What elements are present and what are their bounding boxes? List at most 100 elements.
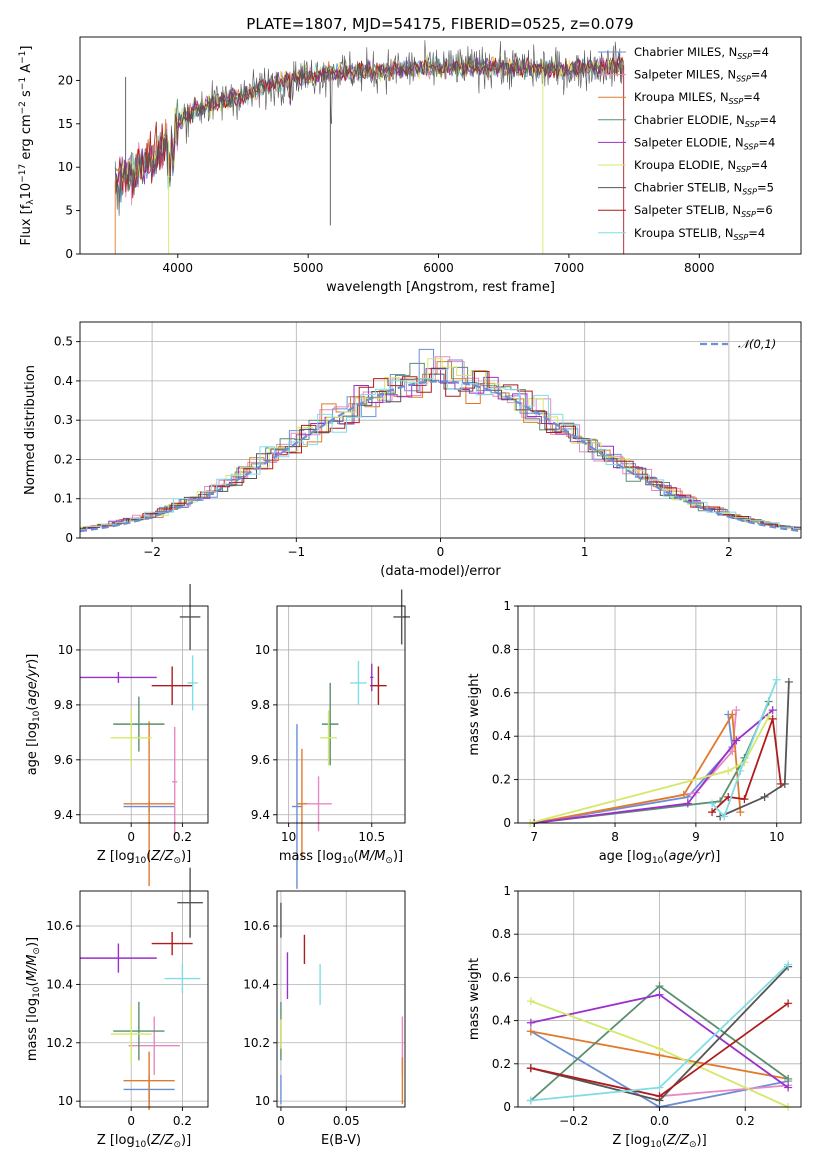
data-point-errorbar bbox=[110, 1004, 152, 1064]
mass-vs-Z-grid bbox=[80, 891, 208, 1107]
residuals-x-tick-label: 1 bbox=[581, 545, 589, 559]
mass-weight-vs-Z-y-axis-label: mass weight bbox=[467, 958, 482, 1040]
age-vs-Z-y-tick-label: 9.8 bbox=[54, 698, 73, 712]
data-point-errorbar bbox=[80, 671, 157, 683]
mass-vs-Z-x-tick-label: 0.2 bbox=[173, 1114, 192, 1128]
mass-weight-vs-Z-axes: −0.2 0.0 0.2 0 0.2 0.4 0.6 0.8 1 Z [log10(Z/Z⊙)] m… bbox=[467, 884, 802, 1150]
age-vs-mass-y-tick-label: 9.6 bbox=[251, 753, 270, 767]
spectrum-line bbox=[114, 55, 624, 199]
age-vs-mass-y-tick-label: 9.4 bbox=[251, 808, 270, 822]
mass-weight-vs-Z-data bbox=[526, 960, 793, 1111]
mass-weight-marker bbox=[768, 714, 777, 723]
spectrum-y-axis-label: Flux [fλ10−17 erg cm−2 s−1 A−1] bbox=[18, 46, 36, 246]
legend-entry: Kroupa STELIB, NSSP=4 bbox=[634, 226, 765, 242]
residuals-y-tick-label: 0.3 bbox=[54, 413, 73, 427]
mass-weight-marker bbox=[708, 808, 717, 817]
mass-weight-marker bbox=[736, 808, 745, 817]
mass-weight-vs-age-frame bbox=[517, 605, 802, 824]
mass-weight-vs-age-y-tick-label: 0.8 bbox=[492, 642, 511, 656]
mass-weight-vs-age-x-tick-label: 9 bbox=[692, 830, 700, 844]
mass-weight-vs-age-data bbox=[526, 675, 793, 827]
mass-weight-vs-age-y-tick-label: 0 bbox=[503, 816, 511, 830]
residuals-axes: −2 −1 0 1 2 0 0.1 0.2 0.3 0.4 0.5 (data-model)/erro… bbox=[23, 321, 802, 579]
legend-entry: Chabrier STELIB, NSSP=5 bbox=[634, 181, 774, 197]
data-point-errorbar bbox=[113, 1001, 165, 1061]
age-vs-Z-data bbox=[80, 584, 201, 887]
mass-weight-line bbox=[534, 714, 734, 824]
mass-weight-marker bbox=[526, 997, 535, 1006]
spectrum-panel: 4000 5000 6000 7000 8000 0 5 10 15 20 wavelength [… bbox=[18, 36, 802, 295]
spectrum-y-tick-label: 10 bbox=[58, 160, 73, 174]
age-vs-Z-panel: 0 0.2 9.4 9.6 9.8 10 Z [log10(Z/Z⊙)] age [log10… bbox=[25, 584, 209, 887]
age-vs-mass-y-tick-label: 10 bbox=[255, 643, 270, 657]
data-point-errorbar bbox=[151, 666, 193, 705]
mass-weight-vs-Z-x-tick-label: −0.2 bbox=[559, 1114, 588, 1128]
mass-weight-marker bbox=[683, 799, 692, 808]
spectrum-x-tick-label: 8000 bbox=[684, 261, 715, 275]
mass-weight-vs-age-y-tick-label: 0.2 bbox=[492, 773, 511, 787]
data-point-errorbar bbox=[80, 943, 157, 973]
mass-weight-line bbox=[711, 679, 778, 819]
mass-weight-marker bbox=[526, 1064, 535, 1073]
mass-weight-marker bbox=[655, 982, 664, 991]
mass-weight-series bbox=[526, 999, 793, 1101]
mass-weight-vs-Z-y-tick-label: 0 bbox=[503, 1100, 511, 1114]
mass-weight-vs-Z-x-tick-label: 0.2 bbox=[736, 1114, 755, 1128]
mass-vs-Z-y-axis-label: mass [log10(M/M⊙)] bbox=[25, 937, 42, 1061]
spectrum-x-tick-label: 5000 bbox=[293, 261, 324, 275]
mass-weight-marker bbox=[784, 1074, 793, 1083]
data-point-errorbar bbox=[123, 721, 175, 887]
mass-weight-marker bbox=[724, 766, 733, 775]
data-point-errorbar bbox=[321, 682, 339, 766]
spectrum-y-tick-label: 15 bbox=[58, 117, 73, 131]
legend-entry: Chabrier ELODIE, NSSP=4 bbox=[634, 113, 776, 129]
residuals-y-axis-label: Normed distribution bbox=[23, 365, 38, 495]
residuals-panel: −2 −1 0 1 2 0 0.1 0.2 0.3 0.4 0.5 (data-model)/erro… bbox=[23, 321, 802, 579]
age-vs-Z-y-tick-label: 10 bbox=[58, 643, 73, 657]
age-vs-mass-data bbox=[291, 589, 410, 889]
mass-weight-marker bbox=[720, 812, 729, 821]
residuals-y-tick-label: 0.5 bbox=[54, 335, 73, 349]
mass-weight-vs-Z-y-tick-label: 0.4 bbox=[492, 1014, 511, 1028]
mass-weight-marker bbox=[732, 736, 741, 745]
normal-reference-curve bbox=[80, 380, 801, 533]
legend-entry: Salpeter MILES, NSSP=4 bbox=[634, 68, 768, 84]
mass-weight-marker bbox=[764, 712, 773, 721]
legend-entry: Kroupa ELODIE, NSSP=4 bbox=[634, 158, 768, 174]
mass-weight-vs-age-y-tick-label: 0.4 bbox=[492, 729, 511, 743]
age-vs-mass-plot-area bbox=[277, 606, 405, 823]
mass-vs-Z-axes: 0 0.2 10 10.2 10.4 10.6 Z [log10(Z/Z⊙)] mass [l… bbox=[25, 890, 209, 1150]
age-vs-mass-y-tick-label: 9.8 bbox=[251, 698, 270, 712]
mass-weight-vs-age-x-tick-label: 7 bbox=[530, 830, 538, 844]
residuals-x-axis-label: (data-model)/error bbox=[380, 564, 501, 579]
mass-weight-marker bbox=[772, 675, 781, 684]
mass-vs-ebv-axes: 0 0.05 10 10.2 10.4 10.6 E(B-V) bbox=[243, 890, 406, 1148]
mass-weight-marker bbox=[776, 779, 785, 788]
mass-weight-marker bbox=[728, 710, 737, 719]
spectrum-x-axis-label: wavelength [Angstrom, rest frame] bbox=[326, 280, 555, 295]
mass-vs-ebv-y-tick-label: 10.2 bbox=[243, 1036, 270, 1050]
mass-weight-marker bbox=[784, 960, 793, 969]
mass-vs-ebv-y-tick-label: 10 bbox=[255, 1094, 270, 1108]
mass-weight-marker bbox=[526, 1027, 535, 1036]
mass-weight-line bbox=[719, 681, 790, 818]
age-vs-mass-grid bbox=[277, 606, 405, 823]
mass-vs-ebv-frame bbox=[276, 890, 406, 1108]
mass-weight-marker bbox=[732, 706, 741, 715]
mass-vs-Z-y-tick-label: 10.6 bbox=[46, 919, 73, 933]
age-vs-Z-x-tick-label: 0.2 bbox=[173, 830, 192, 844]
residuals-x-tick-label: 0 bbox=[437, 545, 445, 559]
data-point-errorbar bbox=[305, 776, 332, 832]
mass-weight-marker bbox=[784, 677, 793, 686]
mass-weight-vs-Z-panel: −0.2 0.0 0.2 0 0.2 0.4 0.6 0.8 1 Z [log10(Z/Z⊙)] m… bbox=[467, 884, 802, 1150]
spectrum-data bbox=[114, 40, 625, 254]
residual-histograms bbox=[80, 348, 801, 533]
spectrum-lines bbox=[114, 40, 625, 254]
data-point-errorbar bbox=[164, 963, 201, 994]
data-point-errorbar bbox=[110, 710, 152, 766]
mass-weight-marker bbox=[679, 790, 688, 799]
mass-weight-line bbox=[529, 716, 770, 824]
mass-vs-Z-frame bbox=[79, 890, 209, 1108]
mass-vs-ebv-x-tick-label: 0.05 bbox=[333, 1114, 360, 1128]
residual-histogram bbox=[80, 356, 801, 530]
